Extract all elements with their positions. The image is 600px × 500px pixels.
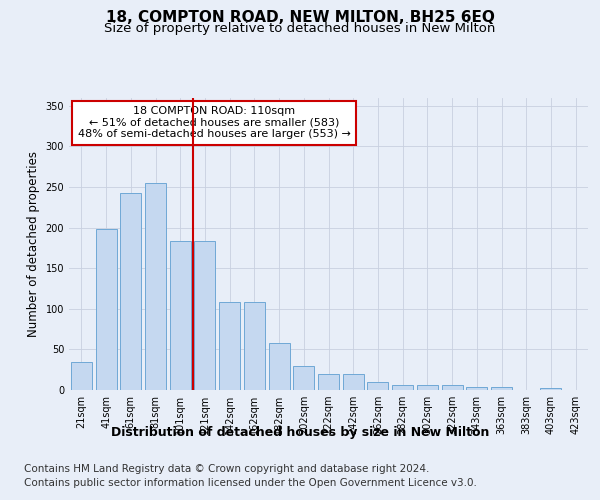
Bar — [95, 229, 116, 390]
Bar — [120, 194, 141, 390]
Bar — [194, 242, 215, 390]
Bar — [367, 382, 388, 390]
Bar — [244, 302, 265, 390]
Bar — [145, 183, 166, 390]
Bar — [318, 374, 339, 390]
Bar — [71, 362, 92, 390]
Bar — [541, 388, 562, 390]
Bar — [343, 374, 364, 390]
Bar — [269, 343, 290, 390]
Text: Size of property relative to detached houses in New Milton: Size of property relative to detached ho… — [104, 22, 496, 35]
Bar — [392, 385, 413, 390]
Text: Contains public sector information licensed under the Open Government Licence v3: Contains public sector information licen… — [24, 478, 477, 488]
Text: Contains HM Land Registry data © Crown copyright and database right 2024.: Contains HM Land Registry data © Crown c… — [24, 464, 430, 474]
Bar — [491, 387, 512, 390]
Text: 18, COMPTON ROAD, NEW MILTON, BH25 6EQ: 18, COMPTON ROAD, NEW MILTON, BH25 6EQ — [106, 10, 494, 25]
Bar — [219, 302, 240, 390]
Y-axis label: Number of detached properties: Number of detached properties — [27, 151, 40, 337]
Bar — [442, 385, 463, 390]
Bar — [466, 387, 487, 390]
Text: 18 COMPTON ROAD: 110sqm
← 51% of detached houses are smaller (583)
48% of semi-d: 18 COMPTON ROAD: 110sqm ← 51% of detache… — [78, 106, 351, 140]
Bar — [293, 366, 314, 390]
Bar — [417, 385, 438, 390]
Text: Distribution of detached houses by size in New Milton: Distribution of detached houses by size … — [111, 426, 489, 439]
Bar — [170, 242, 191, 390]
